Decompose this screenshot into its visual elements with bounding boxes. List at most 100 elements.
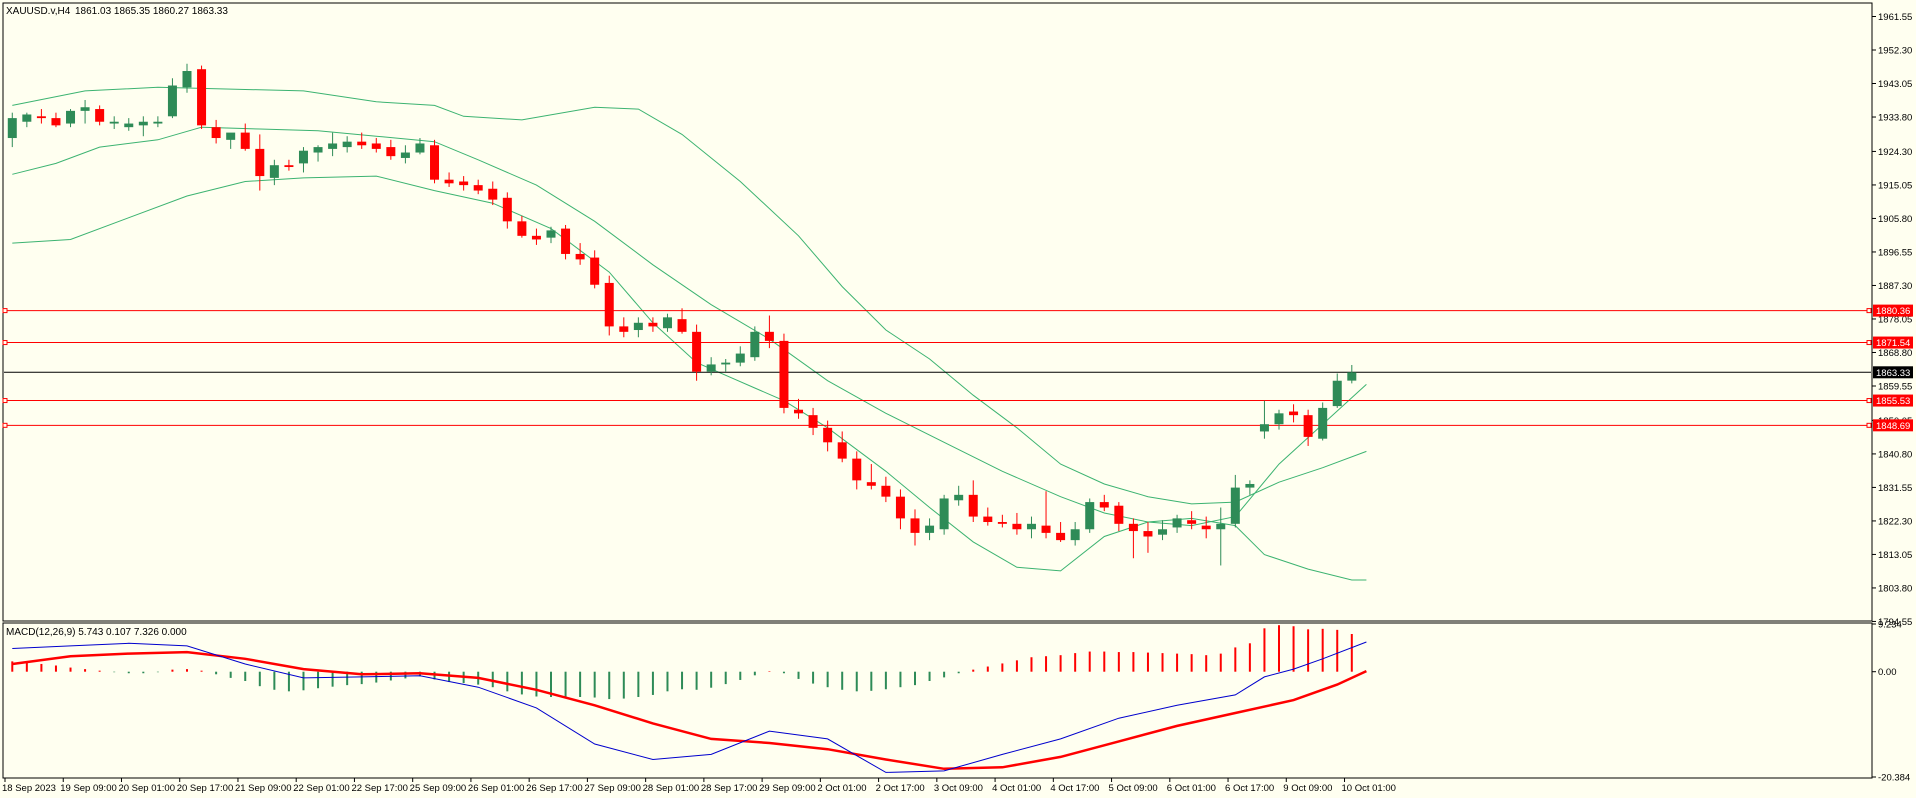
candle-73 xyxy=(1070,522,1080,546)
time-tick-label: 9 Oct 09:00 xyxy=(1283,783,1332,794)
candle-body xyxy=(852,458,862,481)
candle-body xyxy=(968,494,978,517)
candle-body xyxy=(895,496,905,519)
candle-25 xyxy=(371,138,381,153)
candle-body xyxy=(604,282,614,327)
candle-body xyxy=(430,145,440,180)
candle-13 xyxy=(197,65,207,129)
candle-body xyxy=(1085,502,1095,530)
candle-body xyxy=(1201,525,1211,530)
candle-79 xyxy=(1158,520,1168,541)
level-anchor-right xyxy=(1866,308,1872,314)
candle-body xyxy=(298,150,308,164)
candle-89 xyxy=(1303,409,1313,446)
candle-body xyxy=(794,409,804,414)
candle-body xyxy=(692,331,702,372)
candle-body xyxy=(837,442,847,459)
candle-body xyxy=(342,141,352,148)
level-label: 1871.54 xyxy=(1876,338,1910,349)
candle-74 xyxy=(1085,498,1095,533)
price-tick-label: 1896.55 xyxy=(1878,247,1912,258)
price-tick-label: 1831.55 xyxy=(1878,483,1912,494)
price-tick-label: 1803.80 xyxy=(1878,583,1912,594)
candle-body xyxy=(473,185,483,191)
candle-body xyxy=(1347,372,1357,381)
candle-83 xyxy=(1216,507,1226,566)
price-tick-label: 1813.05 xyxy=(1878,550,1912,561)
price-tick-label: 1915.05 xyxy=(1878,180,1912,191)
time-tick-label: 2 Oct 01:00 xyxy=(817,783,866,794)
candle-68 xyxy=(997,514,1007,528)
candle-body xyxy=(1070,529,1080,541)
candle-65 xyxy=(954,485,964,506)
candle-49 xyxy=(721,359,731,372)
level-label: 1848.69 xyxy=(1876,421,1910,432)
candle-body xyxy=(459,181,469,186)
candle-48 xyxy=(706,357,716,376)
time-tick-label: 28 Sep 17:00 xyxy=(701,783,758,794)
candle-61 xyxy=(895,489,905,530)
level-labels: 1880.36 1871.54 1863.33 1855.53 1848.69 xyxy=(1873,304,1913,432)
level-anchor-left xyxy=(2,308,8,314)
candle-body xyxy=(80,107,90,111)
level-label: 1863.33 xyxy=(1876,368,1910,379)
bollinger-upper-line xyxy=(12,86,1367,505)
price-tick-label: 1822.30 xyxy=(1878,516,1912,527)
candle-31 xyxy=(459,176,469,191)
candle-body xyxy=(910,518,920,533)
candle-body xyxy=(502,197,512,222)
candle-body xyxy=(1041,525,1051,533)
candle-82 xyxy=(1201,516,1211,539)
candle-body xyxy=(1143,531,1153,537)
candle-body xyxy=(1187,520,1197,524)
candle-38 xyxy=(561,224,571,260)
candle-22 xyxy=(328,132,338,157)
candle-body xyxy=(764,331,774,341)
candle-body xyxy=(124,123,134,128)
horizontal-levels[interactable] xyxy=(2,308,1872,428)
candle-71 xyxy=(1041,491,1051,539)
time-tick-label: 4 Oct 17:00 xyxy=(1050,783,1099,794)
candle-body xyxy=(328,143,338,149)
candle-body xyxy=(197,69,207,126)
candle-body xyxy=(1332,380,1342,407)
time-tick-label: 10 Oct 01:00 xyxy=(1342,783,1396,794)
candle-42 xyxy=(619,317,629,338)
candle-92 xyxy=(1347,364,1357,384)
level-label-box xyxy=(1873,419,1913,432)
candle-body xyxy=(371,143,381,149)
candle-body xyxy=(590,257,600,285)
time-tick-label: 26 Sep 17:00 xyxy=(526,783,583,794)
candle-54 xyxy=(794,398,804,419)
price-tick-label: 1878.05 xyxy=(1878,314,1912,325)
candle-body xyxy=(662,317,672,329)
price-tick-label: 1905.80 xyxy=(1878,214,1912,225)
candle-88 xyxy=(1289,404,1299,423)
candle-51 xyxy=(750,326,760,361)
candle-body xyxy=(255,148,265,177)
candle-62 xyxy=(910,509,920,546)
candle-26 xyxy=(386,139,396,160)
time-tick-label: 22 Sep 17:00 xyxy=(351,783,408,794)
time-tick-label: 6 Oct 01:00 xyxy=(1167,783,1216,794)
candle-body xyxy=(1056,532,1066,541)
candle-body xyxy=(997,522,1007,524)
candle-20 xyxy=(298,147,308,173)
time-tick-label: 21 Sep 09:00 xyxy=(235,783,292,794)
candle-59 xyxy=(866,464,876,490)
candle-body xyxy=(721,362,731,365)
candle-84 xyxy=(1230,474,1240,528)
candle-56 xyxy=(823,420,833,452)
candle-body xyxy=(808,415,818,428)
candle-body xyxy=(95,109,105,122)
time-tick-label: 5 Oct 09:00 xyxy=(1109,783,1158,794)
candle-body xyxy=(750,331,760,358)
candle-body xyxy=(531,235,541,240)
candle-39 xyxy=(575,243,585,265)
candle-body xyxy=(51,118,61,126)
symbol-title: XAUUSD.v,H4 xyxy=(6,6,71,17)
candle-17 xyxy=(255,134,265,191)
candle-76 xyxy=(1114,502,1124,532)
